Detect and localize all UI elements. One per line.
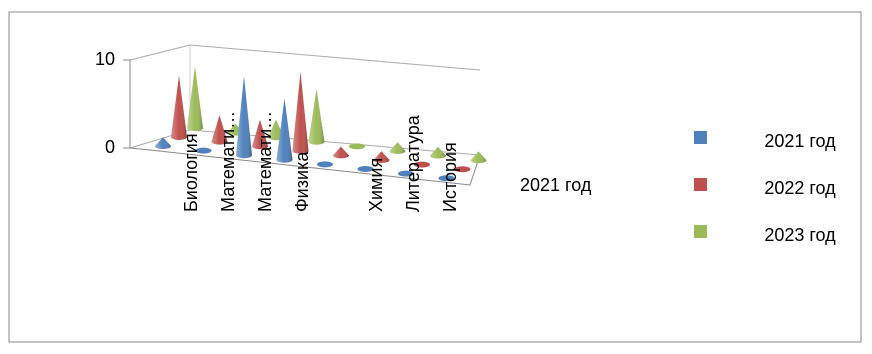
cone-shade bbox=[292, 71, 309, 154]
cone-shade bbox=[252, 119, 268, 150]
y-tick-label: 0 bbox=[105, 137, 115, 157]
cone-base bbox=[414, 161, 430, 168]
cone-base bbox=[195, 147, 212, 154]
cone-base bbox=[317, 161, 333, 168]
legend-label: 2023 год bbox=[764, 225, 836, 245]
cone-base bbox=[349, 143, 365, 150]
legend-label: 2022 год bbox=[764, 178, 836, 198]
legend-swatch bbox=[694, 178, 707, 191]
x-tick-label: Биология bbox=[181, 133, 201, 212]
cone-shade bbox=[308, 89, 325, 145]
x-tick-label: История bbox=[440, 142, 460, 212]
cone-shade bbox=[389, 142, 406, 154]
legend-swatch bbox=[694, 225, 707, 238]
chart-border bbox=[8, 11, 862, 343]
cone-base bbox=[398, 170, 414, 177]
x-tick-label: Химия bbox=[366, 158, 386, 212]
legend-label: 2021 год bbox=[764, 131, 836, 151]
cone-shade bbox=[470, 151, 487, 164]
x-tick-label: Литература bbox=[403, 114, 423, 212]
x-tick-label: Математи… bbox=[255, 111, 275, 212]
legend-swatch bbox=[694, 131, 707, 144]
cone-shade bbox=[373, 151, 390, 163]
cone-shade bbox=[236, 76, 252, 159]
cone-shade bbox=[187, 66, 203, 131]
cone-shade bbox=[155, 137, 171, 149]
cone-base bbox=[357, 166, 374, 172]
cone-shade bbox=[430, 146, 446, 159]
cone-base bbox=[454, 166, 471, 173]
cone-shade bbox=[171, 75, 187, 140]
y-tick-label: 10 bbox=[95, 49, 115, 69]
x-tick-label: Физика bbox=[292, 151, 312, 212]
cone-shade bbox=[211, 115, 228, 145]
cone-base bbox=[438, 175, 455, 182]
cone-shade bbox=[333, 146, 349, 159]
x-tick-label: Математи… bbox=[218, 111, 238, 212]
cone-shade bbox=[276, 98, 293, 163]
depth-label: 2021 год bbox=[520, 175, 592, 195]
